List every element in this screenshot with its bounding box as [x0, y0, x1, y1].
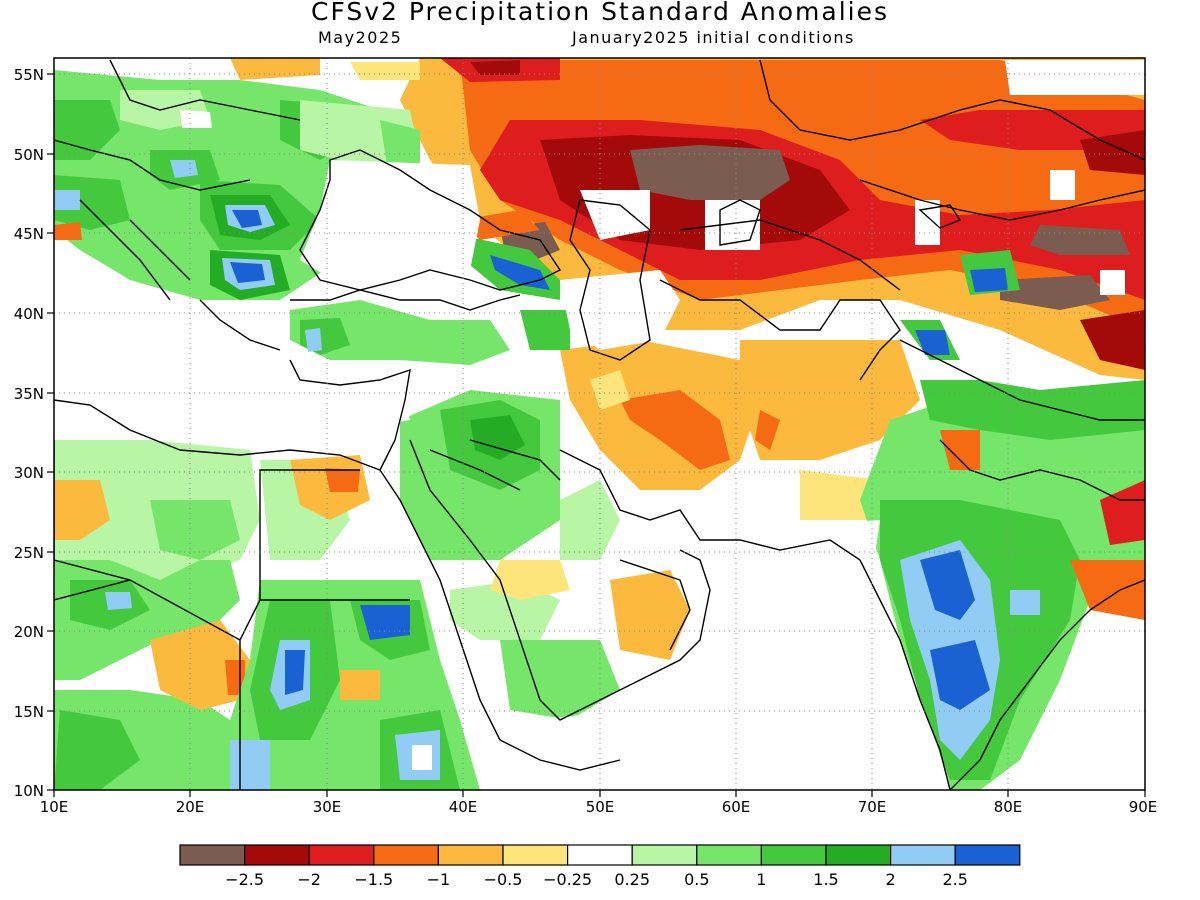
colorbar: −2.5 −2 −1.5 −1 −0.5 −0.25 0.25 0.5 1 1.5 2 2.5	[179, 844, 1021, 889]
lon-tick-label: 70E	[858, 798, 887, 816]
colorbar-label: −2.5	[225, 870, 264, 889]
colorbar-swatch	[308, 844, 375, 866]
colorbar-label: −1	[427, 870, 451, 889]
lon-tick-label: 80E	[994, 798, 1023, 816]
lat-tick-label: 30N	[14, 464, 44, 482]
lon-tick-label: 90E	[1129, 798, 1158, 816]
valid-month-label: May2025	[318, 28, 403, 47]
colorbar-label: 2	[886, 870, 896, 889]
lat-tick-label: 55N	[14, 66, 44, 84]
lon-tick-label: 10E	[40, 798, 69, 816]
lon-tick-label: 60E	[722, 798, 751, 816]
lat-tick-label: 15N	[14, 703, 44, 721]
lat-tick-label: 45N	[14, 225, 44, 243]
lon-tick-label: 50E	[586, 798, 615, 816]
lat-tick-label: 40N	[14, 305, 44, 323]
colorbar-label: 1	[756, 870, 766, 889]
lat-tick-label: 25N	[14, 544, 44, 562]
gridlines	[54, 58, 1145, 790]
colorbar-swatch	[566, 844, 633, 866]
init-conditions-label: January2025 initial conditions	[572, 28, 855, 47]
colorbar-swatch	[179, 844, 246, 866]
colorbar-swatch	[760, 844, 827, 866]
lat-tick-label: 50N	[14, 146, 44, 164]
coastlines	[54, 59, 1145, 790]
anomaly-field	[54, 58, 1145, 790]
lat-tick-label: 20N	[14, 623, 44, 641]
lon-tick-label: 30E	[313, 798, 342, 816]
lon-tick-label: 40E	[449, 798, 478, 816]
colorbar-label: −0.5	[484, 870, 523, 889]
lat-tick-label: 35N	[14, 385, 44, 403]
colorbar-label: 1.5	[813, 870, 838, 889]
colorbar-swatch	[437, 844, 504, 866]
colorbar-swatch	[954, 844, 1021, 866]
colorbar-swatch	[696, 844, 762, 866]
map-title: CFSv2 Precipitation Standard Anomalies	[310, 0, 889, 26]
colorbar-label: 0.5	[684, 870, 709, 889]
colorbar-label: 0.25	[614, 870, 650, 889]
colorbar-label: −0.25	[543, 870, 592, 889]
colorbar-swatch	[244, 844, 310, 866]
colorbar-swatch	[889, 844, 956, 866]
colorbar-label: −2	[297, 870, 321, 889]
tick-marks	[47, 73, 1146, 797]
colorbar-swatch	[631, 844, 698, 866]
colorbar-swatch	[373, 844, 439, 866]
colorbar-swatch	[825, 844, 892, 866]
colorbar-swatch	[502, 844, 569, 866]
colorbar-label: 2.5	[942, 870, 967, 889]
lat-tick-label: 10N	[14, 782, 44, 800]
lon-tick-label: 20E	[176, 798, 205, 816]
colorbar-label: −1.5	[354, 870, 393, 889]
